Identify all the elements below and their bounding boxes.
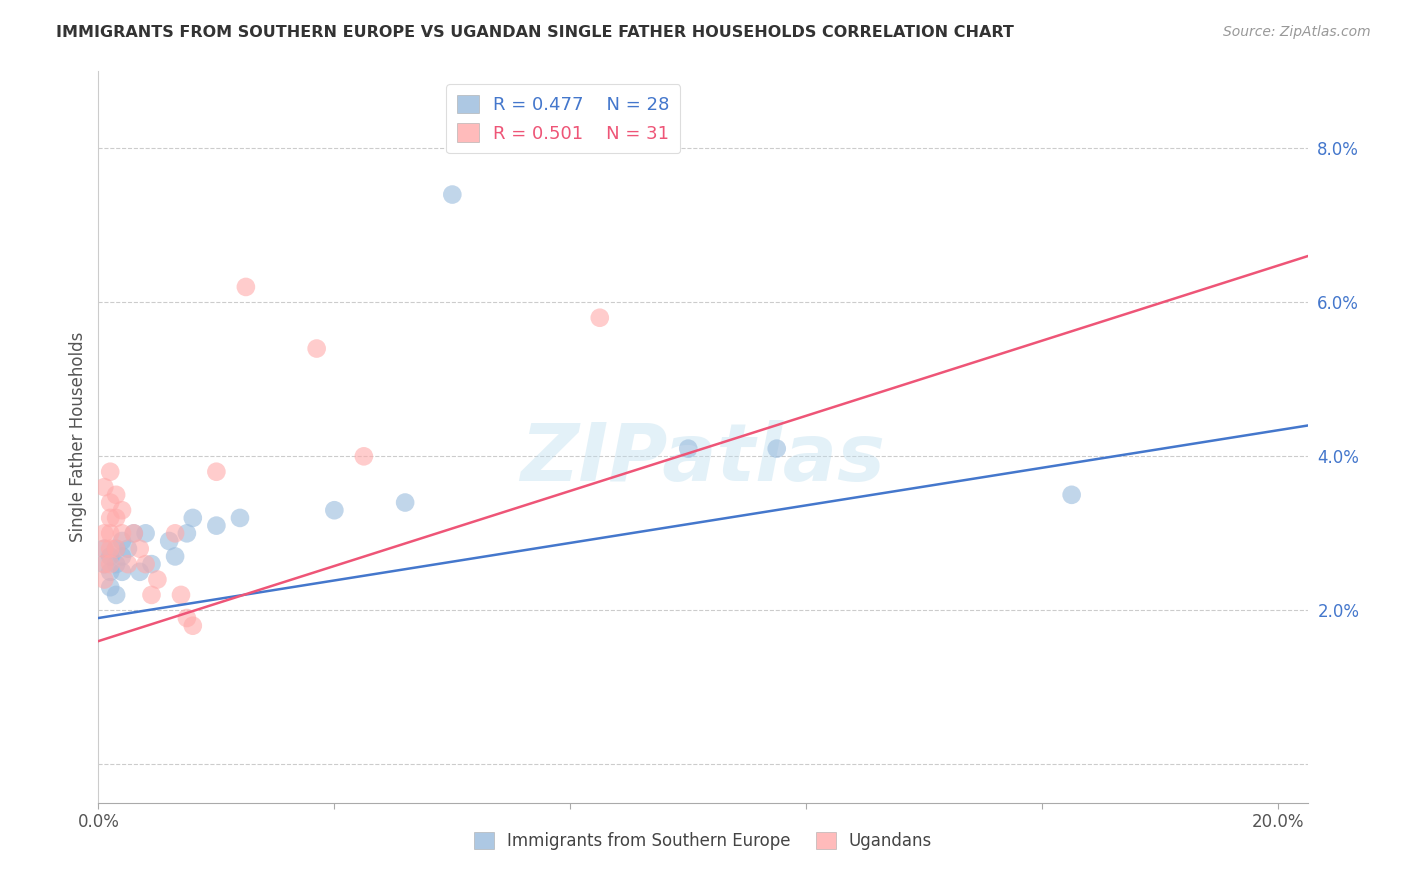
Point (93, 526, 115, 541)
Point (170, 588, 193, 602)
Point (122, 526, 145, 541)
Point (93, 573, 115, 587)
Point (1060, 488, 1083, 502)
Point (117, 541, 139, 556)
Point (235, 280, 257, 294)
Point (105, 541, 128, 556)
Point (141, 588, 163, 602)
Point (305, 342, 328, 356)
Point (441, 187, 464, 202)
Point (98, 549, 121, 564)
Point (98, 565, 121, 579)
Y-axis label: Single Father Households: Single Father Households (69, 332, 87, 542)
Point (323, 503, 346, 517)
Point (93, 541, 115, 556)
Point (105, 557, 128, 571)
Point (111, 503, 134, 517)
Point (165, 549, 187, 564)
Point (176, 526, 198, 541)
Point (589, 310, 612, 325)
Point (93, 557, 115, 571)
Point (98, 465, 121, 479)
Point (181, 511, 204, 525)
Point (765, 442, 787, 456)
Point (105, 588, 128, 602)
Point (98, 557, 121, 571)
Point (181, 618, 204, 632)
Point (678, 442, 700, 456)
Point (122, 526, 145, 541)
Point (205, 465, 228, 479)
Text: ZIPatlas: ZIPatlas (520, 420, 886, 498)
Point (98, 495, 121, 509)
Point (128, 541, 150, 556)
Text: Source: ZipAtlas.com: Source: ZipAtlas.com (1223, 25, 1371, 39)
Text: IMMIGRANTS FROM SOUTHERN EUROPE VS UGANDAN SINGLE FATHER HOUSEHOLDS CORRELATION : IMMIGRANTS FROM SOUTHERN EUROPE VS UGAND… (56, 25, 1014, 40)
Point (105, 488, 128, 502)
Point (93, 480, 115, 494)
Point (128, 565, 150, 579)
Point (165, 526, 187, 541)
Point (111, 526, 134, 541)
Point (105, 511, 128, 525)
Point (98, 526, 121, 541)
Legend: Immigrants from Southern Europe, Ugandans: Immigrants from Southern Europe, Ugandan… (467, 825, 939, 856)
Point (176, 611, 198, 625)
Point (135, 557, 157, 571)
Point (98, 580, 121, 594)
Point (111, 534, 134, 549)
Point (105, 541, 128, 556)
Point (98, 511, 121, 525)
Point (157, 534, 180, 549)
Point (93, 541, 115, 556)
Point (353, 450, 375, 464)
Point (111, 565, 134, 579)
Point (141, 557, 163, 571)
Point (98, 541, 121, 556)
Point (111, 549, 134, 564)
Point (205, 518, 228, 533)
Point (394, 495, 416, 509)
Point (117, 557, 139, 571)
Point (229, 511, 252, 525)
Point (146, 573, 169, 587)
Point (135, 526, 157, 541)
Point (93, 557, 115, 571)
